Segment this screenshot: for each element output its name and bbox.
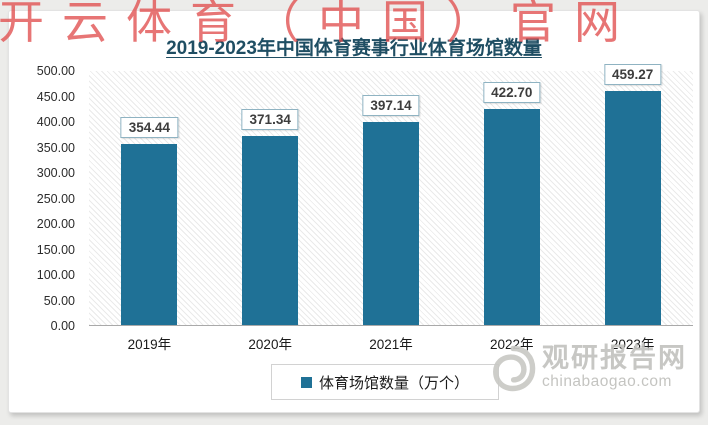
x-tick-label: 2020年 [248, 337, 292, 352]
x-axis: 2019年 2020年 2021年 2022年 2023年 [89, 333, 693, 353]
brand-logo: 观研报告网 chinabaogao.com [486, 343, 687, 400]
bar-value-label: 422.70 [483, 82, 541, 103]
bar-2022年 [483, 109, 540, 325]
legend: 体育场馆数量（万个） [271, 364, 499, 400]
bar-value-label: 397.14 [362, 95, 420, 116]
y-tick-label: 400.00 [36, 115, 75, 129]
bar-value-label: 354.44 [120, 117, 179, 138]
brand-domain: chinabaogao.com [542, 373, 672, 390]
y-tick-label: 0.00 [50, 319, 75, 333]
y-tick-label: 150.00 [36, 242, 75, 257]
legend-label: 体育场馆数量（万个） [318, 374, 469, 392]
bar-2020年 [242, 136, 299, 325]
y-axis: 500.00 450.00 400.00 350.00 300.00 250.00 200.… [9, 64, 75, 333]
plot-area: 354.44 371.34 397.14 422.70 459.27 [89, 64, 693, 326]
bar-value-label: 371.34 [241, 109, 299, 130]
legend-marker-icon [300, 376, 312, 388]
y-tick-label: 500.00 [36, 64, 75, 78]
brand-name: 观研报告网 [542, 343, 687, 373]
y-tick-label: 50.00 [43, 293, 75, 308]
chart-title: 2019-2023年中国体育赛事行业体育场馆数量 [166, 38, 542, 59]
y-tick-label: 450.00 [36, 89, 75, 104]
y-tick-label: 200.00 [36, 217, 75, 231]
y-tick-label: 350.00 [36, 140, 75, 155]
bar-2021年 [363, 122, 419, 325]
y-tick-label: 250.00 [36, 191, 75, 206]
swirl-logo-icon [486, 343, 538, 400]
x-tick-label: 2023年 [610, 337, 655, 352]
bar-2023年 [604, 91, 661, 325]
x-tick-label: 2019年 [127, 337, 172, 352]
chart-card: 2019-2023年中国体育赛事行业体育场馆数量 500.00 450.00 400… [8, 10, 700, 413]
brand-text: 观研报告网 chinabaogao.com [542, 343, 687, 391]
x-tick-label: 2021年 [369, 337, 413, 352]
y-tick-label: 100.00 [36, 268, 75, 282]
bar-2019年 [121, 144, 178, 325]
bar-value-label: 459.27 [603, 64, 662, 85]
y-tick-label: 300.00 [36, 166, 75, 180]
